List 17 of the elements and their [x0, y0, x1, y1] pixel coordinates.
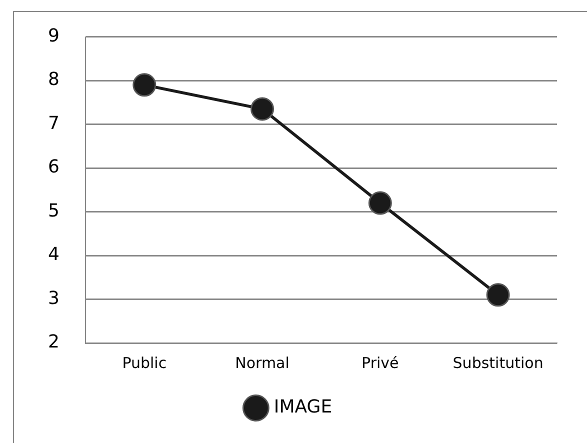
x-tick-label: Public: [122, 354, 167, 372]
point: [368, 191, 392, 215]
point: [250, 97, 274, 121]
y-tick-label: 6: [48, 156, 60, 178]
y-tick-label: 5: [48, 200, 60, 222]
y-tick-label: 4: [48, 244, 60, 266]
y-tick-label: 3: [48, 288, 60, 309]
x-tick-label: Substitution: [452, 354, 544, 372]
y-tick-label: 7: [48, 112, 60, 134]
point: [132, 73, 156, 97]
y-tick-label: 9: [48, 25, 60, 46]
point: [486, 283, 510, 307]
y-tick-label: 8: [48, 69, 60, 90]
y-tick-label: 2: [48, 332, 60, 353]
legend-label: IMAGE: [274, 396, 332, 418]
x-tick-label: Privé: [362, 354, 399, 372]
x-tick-label: Normal: [235, 354, 290, 372]
